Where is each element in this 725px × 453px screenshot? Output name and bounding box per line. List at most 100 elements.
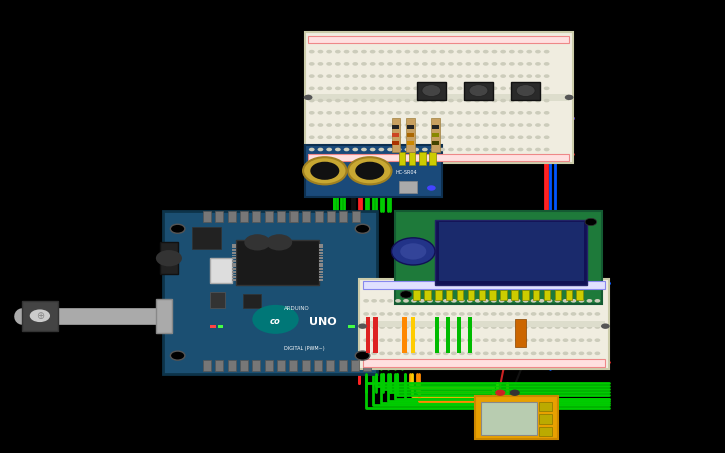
Circle shape xyxy=(439,123,445,127)
Bar xyxy=(308,36,569,43)
Circle shape xyxy=(499,312,505,316)
Bar xyxy=(210,325,216,328)
Bar xyxy=(539,427,552,436)
Circle shape xyxy=(539,299,544,303)
Circle shape xyxy=(379,312,385,316)
Circle shape xyxy=(422,123,428,127)
Circle shape xyxy=(419,325,425,329)
Circle shape xyxy=(467,325,473,329)
Circle shape xyxy=(335,74,341,78)
Bar xyxy=(539,402,552,411)
Circle shape xyxy=(387,135,393,139)
Circle shape xyxy=(451,299,457,303)
Bar xyxy=(351,360,359,371)
Circle shape xyxy=(555,352,560,355)
Circle shape xyxy=(451,312,457,316)
Circle shape xyxy=(518,74,523,78)
Circle shape xyxy=(344,62,349,66)
Circle shape xyxy=(585,218,597,226)
Bar xyxy=(228,211,236,222)
Circle shape xyxy=(396,87,402,90)
Circle shape xyxy=(467,338,473,342)
Bar xyxy=(468,290,474,300)
Bar xyxy=(362,359,605,367)
Bar xyxy=(399,152,405,165)
Bar xyxy=(373,317,378,353)
Circle shape xyxy=(474,74,480,78)
Circle shape xyxy=(509,62,515,66)
Circle shape xyxy=(431,62,436,66)
Text: HC-SR04: HC-SR04 xyxy=(395,169,417,175)
Circle shape xyxy=(403,312,409,316)
Circle shape xyxy=(474,148,480,151)
Circle shape xyxy=(403,325,409,329)
Circle shape xyxy=(587,299,592,303)
Bar xyxy=(232,265,236,267)
Circle shape xyxy=(491,338,497,342)
Bar xyxy=(319,274,323,275)
Circle shape xyxy=(491,312,497,316)
Circle shape xyxy=(326,111,332,115)
Circle shape xyxy=(507,299,513,303)
Circle shape xyxy=(335,111,341,115)
Circle shape xyxy=(475,325,481,329)
Circle shape xyxy=(587,312,592,316)
Circle shape xyxy=(439,99,445,102)
Circle shape xyxy=(413,135,419,139)
Bar xyxy=(290,211,298,222)
Bar xyxy=(236,240,319,285)
Circle shape xyxy=(509,87,515,90)
Circle shape xyxy=(309,99,315,102)
Circle shape xyxy=(474,111,480,115)
Circle shape xyxy=(427,299,433,303)
Circle shape xyxy=(465,111,471,115)
Circle shape xyxy=(309,62,315,66)
Circle shape xyxy=(378,74,384,78)
Circle shape xyxy=(563,312,568,316)
Circle shape xyxy=(378,123,384,127)
Circle shape xyxy=(465,62,471,66)
Circle shape xyxy=(518,87,523,90)
Circle shape xyxy=(465,87,471,90)
Circle shape xyxy=(363,299,369,303)
Circle shape xyxy=(396,148,402,151)
Bar xyxy=(468,317,472,353)
Circle shape xyxy=(363,325,369,329)
Bar xyxy=(277,360,285,371)
Circle shape xyxy=(509,123,515,127)
Circle shape xyxy=(370,74,376,78)
Circle shape xyxy=(326,135,332,139)
Circle shape xyxy=(344,50,349,53)
Circle shape xyxy=(405,148,410,151)
Circle shape xyxy=(518,135,523,139)
Circle shape xyxy=(526,99,532,102)
Circle shape xyxy=(403,352,409,355)
Bar xyxy=(326,360,334,371)
Circle shape xyxy=(387,312,393,316)
Circle shape xyxy=(309,123,315,127)
Circle shape xyxy=(403,338,409,342)
Circle shape xyxy=(555,299,560,303)
Bar xyxy=(308,94,569,101)
Circle shape xyxy=(469,85,488,96)
Bar xyxy=(232,244,236,246)
Circle shape xyxy=(361,148,367,151)
Circle shape xyxy=(451,338,457,342)
Circle shape xyxy=(431,123,436,127)
Bar xyxy=(319,279,323,281)
Bar xyxy=(319,265,323,267)
Bar xyxy=(424,290,431,300)
Bar xyxy=(232,274,236,275)
Circle shape xyxy=(474,123,480,127)
Circle shape xyxy=(465,135,471,139)
Circle shape xyxy=(535,148,541,151)
Circle shape xyxy=(507,312,513,316)
Circle shape xyxy=(427,338,433,342)
Circle shape xyxy=(544,135,550,139)
Circle shape xyxy=(352,99,358,102)
Bar xyxy=(417,82,446,100)
Circle shape xyxy=(363,338,369,342)
Circle shape xyxy=(531,338,536,342)
Circle shape xyxy=(491,299,497,303)
Circle shape xyxy=(448,74,454,78)
